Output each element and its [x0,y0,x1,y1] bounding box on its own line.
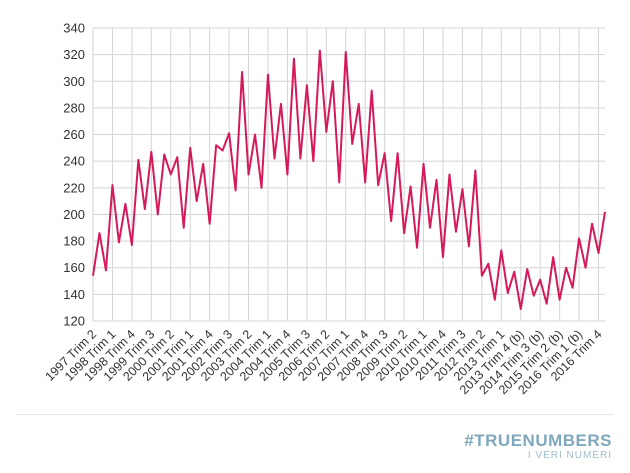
y-tick-label: 160 [63,260,85,275]
line-chart: 120 140 160 180 200 220 240 260 280 300 320 340 199… [43,21,606,397]
y-tick-label: 260 [63,127,85,142]
y-tick-label: 320 [63,47,85,62]
y-tick-label: 280 [63,100,85,115]
footer-divider [16,414,614,415]
series-layer [92,49,606,311]
y-tick-label: 140 [63,287,85,302]
y-axis-ticks: 120 140 160 180 200 220 240 260 280 300 320 340 [63,21,85,329]
brand-tagline: I VERI NUMERI [527,450,612,461]
y-tick-label: 180 [63,234,85,249]
y-tick-label: 240 [63,154,85,169]
brand-logo: #TRUENUMBERS I VERI NUMERI [464,432,612,462]
grid [92,27,605,322]
series-line [92,49,606,311]
y-tick-label: 340 [63,21,85,36]
y-tick-label: 220 [63,180,85,195]
brand-name: #TRUENUMBERS [464,431,612,450]
y-tick-label: 300 [63,74,85,89]
y-tick-label: 200 [63,207,85,222]
y-tick-label: 120 [63,314,85,329]
